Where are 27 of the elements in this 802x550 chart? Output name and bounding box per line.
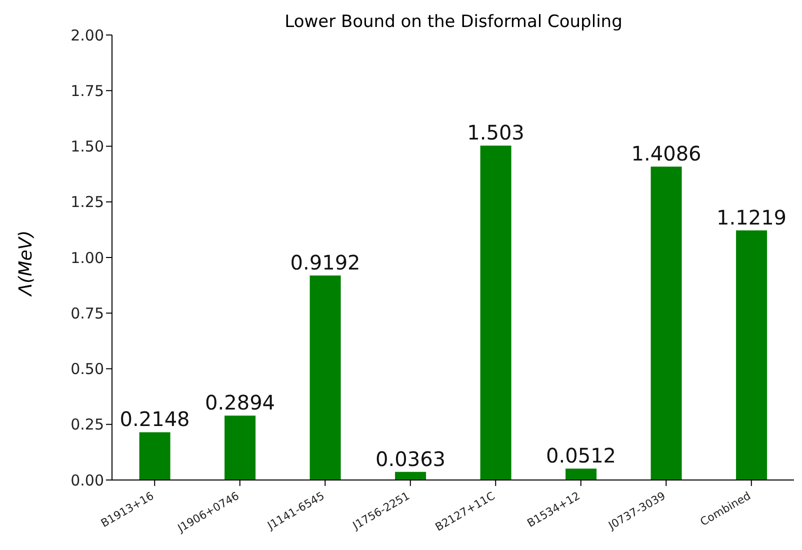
y-tick-label: 1.00 bbox=[70, 248, 104, 267]
y-tick-label: 0.50 bbox=[70, 360, 104, 378]
y-axis-title: Λ(MeV) bbox=[16, 230, 36, 296]
data-label: 0.0363 bbox=[376, 446, 446, 471]
data-label: 1.503 bbox=[467, 120, 524, 145]
bar bbox=[310, 275, 341, 480]
bar bbox=[650, 166, 682, 480]
y-tick-label: 2.00 bbox=[70, 26, 104, 44]
chart-title: Lower Bound on the Disformal Coupling bbox=[284, 12, 624, 32]
data-label: 0.0512 bbox=[546, 444, 616, 468]
bar bbox=[736, 230, 768, 480]
bar bbox=[224, 416, 256, 480]
data-label: 1.4086 bbox=[631, 142, 702, 166]
y-tick-label: 1.25 bbox=[70, 193, 104, 212]
y-tick-label: 0.25 bbox=[70, 416, 104, 434]
bar bbox=[566, 468, 597, 480]
bar bbox=[480, 146, 512, 480]
y-tick-label: 1.75 bbox=[70, 82, 104, 100]
data-label: 0.2894 bbox=[205, 390, 276, 415]
y-tick-label: 0.00 bbox=[70, 471, 104, 490]
data-label: 1.1219 bbox=[716, 205, 787, 230]
data-label: 0.2148 bbox=[120, 407, 190, 432]
data-label: 0.9192 bbox=[290, 250, 360, 274]
bar bbox=[395, 472, 426, 480]
y-tick-label: 1.50 bbox=[70, 138, 104, 156]
y-tick-label: 0.75 bbox=[70, 304, 104, 322]
bar bbox=[139, 432, 170, 480]
